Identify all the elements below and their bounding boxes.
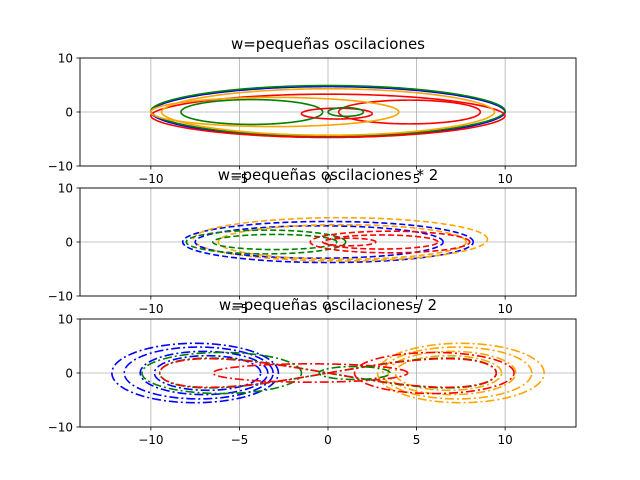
x-tick-label: 5 xyxy=(413,172,421,186)
y-tick-label: −10 xyxy=(48,421,73,435)
series-line xyxy=(111,342,280,404)
x-tick-label: 0 xyxy=(324,433,332,447)
y-tick-label: 0 xyxy=(65,367,73,381)
series-line xyxy=(123,346,274,400)
y-tick-label: 10 xyxy=(58,182,73,196)
x-tick-label: −5 xyxy=(231,433,249,447)
series-line xyxy=(192,216,489,262)
series-line xyxy=(212,363,409,383)
subplot-3-title: w=pequeñas oscilaciones / 2 xyxy=(219,296,437,314)
series-line xyxy=(309,230,471,254)
y-tick-label: 0 xyxy=(65,236,73,250)
y-tick-label: 0 xyxy=(65,106,73,120)
series-line xyxy=(150,93,506,139)
x-tick-label: −10 xyxy=(138,433,163,447)
x-tick-label: 0 xyxy=(324,172,332,186)
subplot-3-data xyxy=(111,342,545,404)
subplot-1-title: w=pequeñas oscilaciones xyxy=(231,35,425,53)
x-tick-label: −5 xyxy=(231,172,249,186)
x-tick-label: 5 xyxy=(413,302,421,316)
series-line xyxy=(139,350,269,396)
series-line xyxy=(158,357,498,389)
x-tick-label: 10 xyxy=(498,172,513,186)
series-line xyxy=(194,224,444,260)
subplot-1-ticks: −10 −5 0 5 10 −10 0 10 xyxy=(48,52,513,187)
x-tick-label: −5 xyxy=(231,302,249,316)
subplot-2: w=pequeñas oscilaciones * 2 −10 −5 0 5 10−10… xyxy=(48,166,577,317)
subplot-2-data xyxy=(181,216,489,264)
y-tick-label: −10 xyxy=(48,160,73,174)
subplot-2-ticks: −10 −5 0 5 10 −10 0 10 xyxy=(48,182,513,317)
series-line xyxy=(217,223,467,261)
series-line xyxy=(321,237,377,247)
x-tick-label: 0 xyxy=(324,302,332,316)
y-tick-label: 10 xyxy=(58,52,73,66)
series-line xyxy=(327,106,365,118)
y-tick-label: −10 xyxy=(48,290,73,304)
y-tick-label: 10 xyxy=(58,313,73,327)
x-tick-label: 10 xyxy=(498,302,513,316)
series-line xyxy=(323,234,439,250)
series-line xyxy=(387,350,517,396)
subplot-1-data xyxy=(150,84,506,139)
series-line xyxy=(150,96,400,128)
series-line xyxy=(185,229,347,255)
subplot-3-ticks: −10 −5 0 5 10 −10 0 10 xyxy=(48,313,513,448)
series-line xyxy=(353,351,515,395)
subplot-1: w=pequeñas oscilaciones −10 −5 0 5 10 −10 0 10 xyxy=(48,35,577,187)
series-line xyxy=(141,351,303,395)
x-tick-label: 5 xyxy=(413,433,421,447)
series-line xyxy=(212,233,338,251)
subplot-2-title: w=pequeñas oscilaciones * 2 xyxy=(218,166,439,184)
x-tick-label: −10 xyxy=(138,172,163,186)
x-tick-label: −10 xyxy=(138,302,163,316)
series-line xyxy=(337,99,482,125)
series-line xyxy=(318,365,391,381)
subplot-3: w=pequeñas oscilaciones / 2 −10 −5 0 5 10−10… xyxy=(48,296,577,448)
x-tick-label: 10 xyxy=(498,433,513,447)
series-line xyxy=(181,220,475,264)
series-line xyxy=(376,342,545,404)
series-line xyxy=(382,346,533,400)
series-line xyxy=(180,98,324,126)
series-line xyxy=(160,87,496,137)
